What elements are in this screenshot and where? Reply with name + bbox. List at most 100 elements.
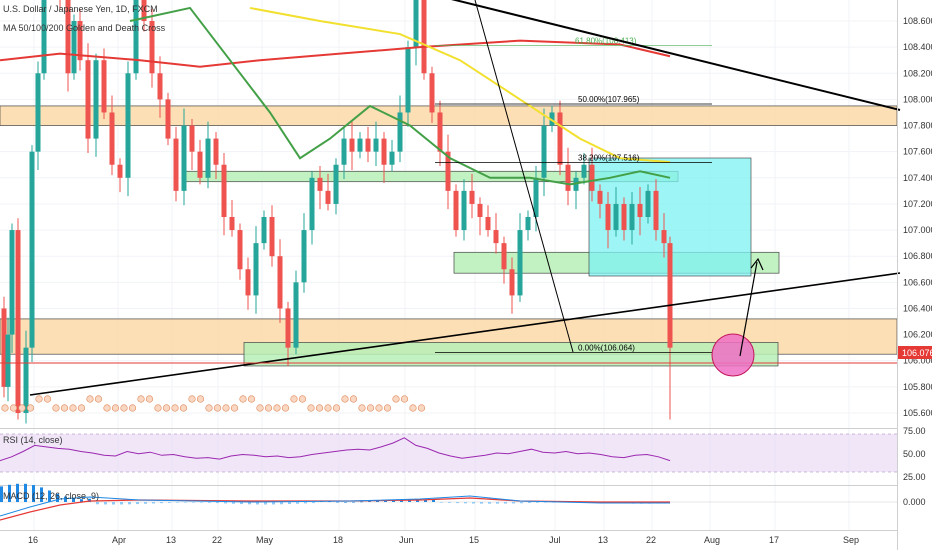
macd-bar: [200, 502, 203, 503]
event-icon[interactable]: [375, 404, 383, 412]
projection-arrow: [739, 261, 758, 357]
event-icon[interactable]: [120, 404, 128, 412]
event-icon[interactable]: [273, 404, 281, 412]
event-icon[interactable]: [383, 404, 392, 412]
macd-legend[interactable]: MACD (12, 26, close, 9): [3, 491, 99, 501]
arrow-head: [750, 257, 764, 271]
candle-body: [141, 0, 147, 21]
candle-body: [667, 243, 673, 348]
candle-body: [205, 138, 211, 178]
event-icon[interactable]: [341, 395, 349, 403]
macd-bar: [344, 501, 347, 503]
event-icon[interactable]: [332, 404, 341, 412]
macd-bar: [504, 502, 507, 504]
candle-body: [9, 230, 15, 335]
candle-body: [23, 347, 29, 413]
rsi-band: [0, 434, 897, 472]
event-icon[interactable]: [103, 404, 111, 412]
candle-body: [253, 243, 259, 296]
event-icon[interactable]: [213, 404, 222, 412]
price-tick-label: 108.200: [903, 68, 932, 78]
event-icon[interactable]: [298, 395, 307, 403]
event-icon[interactable]: [52, 404, 60, 412]
event-icon[interactable]: [256, 404, 264, 412]
event-icon[interactable]: [77, 404, 86, 412]
indicator-legend[interactable]: MA 50/100/200 Golden and Death Cross: [3, 23, 166, 33]
price-tick-label: 107.400: [903, 173, 932, 183]
event-icon[interactable]: [18, 404, 26, 412]
time-tick-label: Aug: [704, 535, 720, 545]
event-icon[interactable]: [188, 395, 196, 403]
event-icon[interactable]: [349, 395, 358, 403]
candle-body: [149, 21, 155, 74]
event-icon[interactable]: [222, 404, 230, 412]
time-tick-label: Jul: [549, 535, 561, 545]
event-icon[interactable]: [86, 395, 94, 403]
event-icon[interactable]: [35, 395, 43, 403]
macd-bar: [528, 502, 531, 503]
event-icon[interactable]: [111, 404, 120, 412]
price-tick-label: 106.200: [903, 330, 932, 340]
macd-pane: [0, 483, 897, 521]
event-icon[interactable]: [264, 404, 273, 412]
event-icon[interactable]: [230, 404, 239, 412]
event-icon[interactable]: [281, 404, 290, 412]
macd-bar: [160, 502, 163, 504]
macd-bar: [304, 502, 307, 504]
candle-body: [277, 256, 283, 309]
event-icon[interactable]: [179, 404, 188, 412]
candle-body: [5, 334, 11, 387]
event-icon[interactable]: [366, 404, 375, 412]
event-icon[interactable]: [128, 404, 137, 412]
event-icon[interactable]: [324, 404, 332, 412]
rsi-legend[interactable]: RSI (14, close): [3, 435, 63, 445]
macd-bar: [336, 501, 339, 503]
event-icon[interactable]: [196, 395, 205, 403]
price-axis: 108.600 108.400 108.200 108.000 107.800 107.6…: [903, 16, 932, 418]
event-icon[interactable]: [290, 395, 298, 403]
candle-body: [181, 125, 187, 191]
fib-label: 61.80%(108.413): [575, 36, 637, 45]
event-icon[interactable]: [94, 395, 103, 403]
price-tick-label: 105.800: [903, 382, 932, 392]
last-price-label: 106.076: [902, 348, 932, 358]
event-icon[interactable]: [392, 395, 400, 403]
event-icon[interactable]: [307, 404, 315, 412]
event-icon[interactable]: [171, 404, 179, 412]
price-tick-label: 106.800: [903, 251, 932, 261]
candle-body: [301, 230, 307, 283]
event-icon[interactable]: [400, 395, 409, 403]
candle-body: [65, 0, 71, 74]
candle-body: [1, 308, 7, 387]
event-icon[interactable]: [43, 395, 52, 403]
event-icon[interactable]: [145, 395, 154, 403]
event-icon[interactable]: [137, 395, 145, 403]
event-icon[interactable]: [315, 404, 324, 412]
event-icon[interactable]: [60, 404, 69, 412]
event-icon[interactable]: [205, 404, 213, 412]
candle-body: [533, 177, 539, 217]
event-icon[interactable]: [239, 395, 247, 403]
candle-body: [317, 177, 323, 191]
price-tick-label: 106.400: [903, 303, 932, 313]
price-tick-label: 108.400: [903, 42, 932, 52]
event-icon[interactable]: [69, 404, 77, 412]
event-icon[interactable]: [247, 395, 256, 403]
event-icon[interactable]: [1, 404, 9, 412]
event-icon[interactable]: [358, 404, 366, 412]
candle-body: [261, 217, 267, 244]
macd-bar: [152, 502, 155, 504]
event-icon[interactable]: [26, 404, 35, 412]
price-tick-label: 107.800: [903, 121, 932, 131]
event-icon[interactable]: [162, 404, 171, 412]
event-icon[interactable]: [417, 404, 426, 412]
candle-body: [389, 151, 395, 165]
macd-bar: [112, 502, 115, 505]
event-icon[interactable]: [409, 404, 417, 412]
candle-body: [453, 190, 459, 231]
event-icon[interactable]: [154, 404, 162, 412]
event-icon[interactable]: [9, 404, 18, 412]
rsi-axis-25: 25.00: [903, 472, 926, 482]
moving-averages: [0, 6, 671, 186]
